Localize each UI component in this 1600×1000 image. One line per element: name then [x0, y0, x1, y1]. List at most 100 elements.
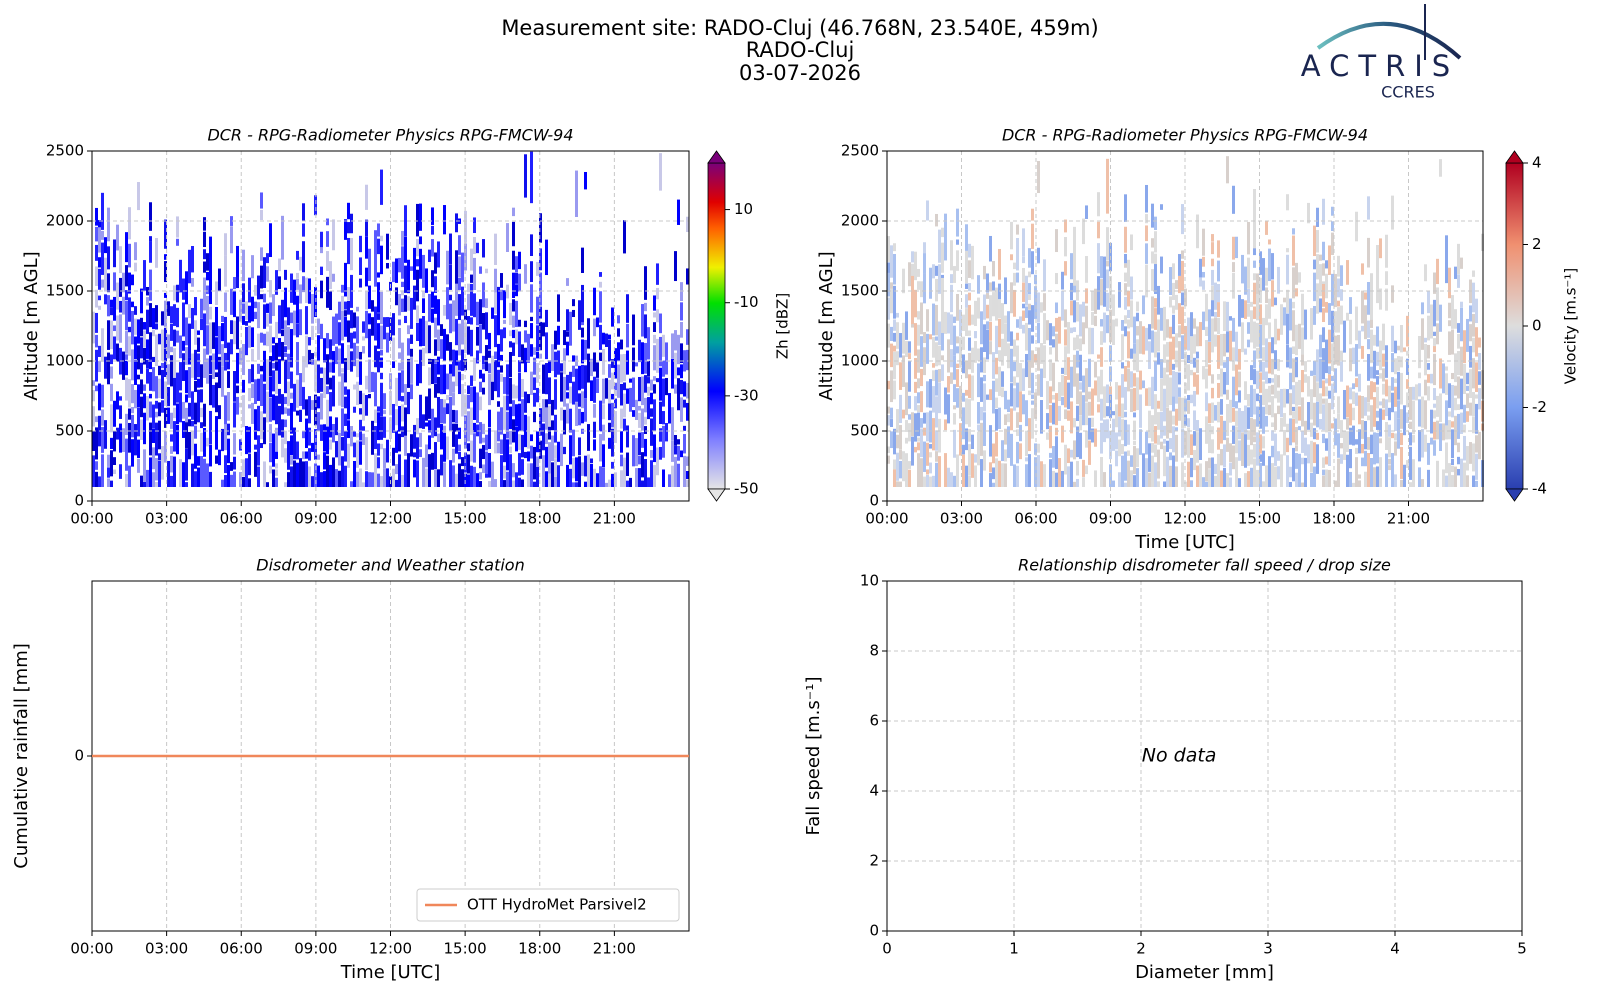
radar-cell: [1283, 307, 1286, 326]
radar-cell: [581, 327, 584, 338]
radar-cell: [572, 365, 575, 377]
radar-cell: [638, 455, 641, 465]
radar-cell: [1352, 391, 1355, 405]
radar-cell: [968, 243, 971, 258]
y-axis-label: Cumulative rainfall [mm]: [11, 643, 32, 869]
radar-cell: [209, 444, 212, 467]
radar-cell: [620, 354, 623, 383]
radar-cell: [359, 278, 362, 288]
radar-cell: [989, 389, 992, 401]
radar-cell: [299, 409, 302, 422]
radar-cell: [428, 293, 431, 322]
radar-cell: [416, 203, 419, 237]
radar-cell: [1121, 444, 1124, 455]
radar-cell: [1202, 311, 1205, 330]
radar-cell: [1328, 469, 1331, 487]
radar-cell: [326, 426, 329, 455]
radar-cell: [314, 351, 317, 357]
radar-cell: [1463, 424, 1466, 433]
radar-cell: [1319, 358, 1322, 389]
radar-cell: [116, 282, 119, 310]
radar-cell: [410, 348, 413, 357]
radar-cell: [1052, 402, 1055, 425]
radar-cell: [1154, 264, 1157, 294]
radar-cell: [449, 294, 452, 301]
radar-cell: [1208, 341, 1211, 363]
radar-cell: [638, 339, 641, 363]
radar-cell: [272, 394, 275, 421]
radar-cell: [566, 392, 569, 399]
radar-cell: [959, 337, 962, 368]
radar-cell: [1097, 192, 1100, 217]
radar-cell: [197, 378, 200, 388]
radar-cell: [110, 299, 113, 308]
radar-cell: [1295, 324, 1298, 356]
radar-cell: [1157, 285, 1160, 315]
radar-cell: [1331, 423, 1334, 429]
radar-cell: [1370, 329, 1373, 364]
radar-cell: [299, 284, 302, 304]
radar-cell: [908, 353, 911, 360]
radar-cell: [1352, 425, 1355, 446]
radar-cell: [1016, 441, 1019, 464]
radar-cell: [290, 357, 293, 368]
radar-cell: [488, 373, 491, 406]
radar-cell: [1025, 275, 1028, 306]
radar-cell: [353, 331, 356, 339]
radar-cell: [95, 385, 98, 392]
radar-cell: [506, 471, 509, 487]
radar-cell: [140, 337, 143, 359]
colorbar-tick-label: 10: [734, 200, 753, 218]
radar-cell: [968, 374, 971, 399]
radar-cell: [962, 454, 965, 487]
radar-cell: [482, 445, 485, 460]
radar-cell: [407, 338, 410, 356]
radar-cell: [1427, 363, 1430, 370]
radar-cell: [173, 421, 176, 452]
radar-cell: [215, 455, 218, 464]
radar-cell: [611, 372, 614, 390]
radar-cell: [353, 342, 356, 367]
colorbar-extend-top: [1505, 150, 1524, 164]
radar-cell: [1094, 380, 1097, 396]
radar-cell: [1016, 345, 1019, 378]
radar-cell: [509, 351, 512, 378]
radar-cell: [140, 317, 143, 337]
radar-cell: [1253, 282, 1256, 305]
radar-cell: [1325, 260, 1328, 269]
radar-cell: [929, 267, 932, 299]
radar-cell: [1097, 376, 1100, 402]
radar-cell: [1151, 455, 1154, 487]
radar-cell: [620, 383, 623, 406]
radar-cell: [488, 363, 491, 374]
radar-cell: [611, 402, 614, 428]
radar-cell: [1457, 333, 1460, 349]
radar-cell: [1025, 306, 1028, 318]
radar-cell: [1061, 374, 1064, 396]
radar-cell: [1397, 418, 1400, 449]
radar-cell: [674, 435, 677, 446]
radar-cell: [113, 457, 116, 466]
radar-cell: [1286, 194, 1289, 211]
radar-cell: [998, 299, 1001, 319]
radar-cell: [578, 300, 581, 330]
radar-cell: [1190, 369, 1193, 376]
radar-cell: [1175, 333, 1178, 348]
radar-cell: [542, 455, 545, 487]
radar-cell: [680, 450, 683, 458]
radar-cell: [170, 446, 173, 454]
radar-cell: [473, 466, 476, 487]
radar-cell: [1079, 382, 1082, 390]
radar-cell: [1205, 293, 1208, 322]
radar-cell: [1445, 425, 1448, 440]
radar-cell: [206, 358, 209, 384]
radar-cell: [887, 272, 890, 297]
radar-cell: [1082, 459, 1085, 477]
radar-cell: [1031, 305, 1034, 332]
radar-cell: [1106, 315, 1109, 334]
radar-cell: [1022, 228, 1025, 257]
radar-cell: [1031, 400, 1034, 405]
radar-cell: [329, 291, 332, 311]
radar-cell: [254, 444, 257, 450]
radar-cell: [326, 386, 329, 395]
